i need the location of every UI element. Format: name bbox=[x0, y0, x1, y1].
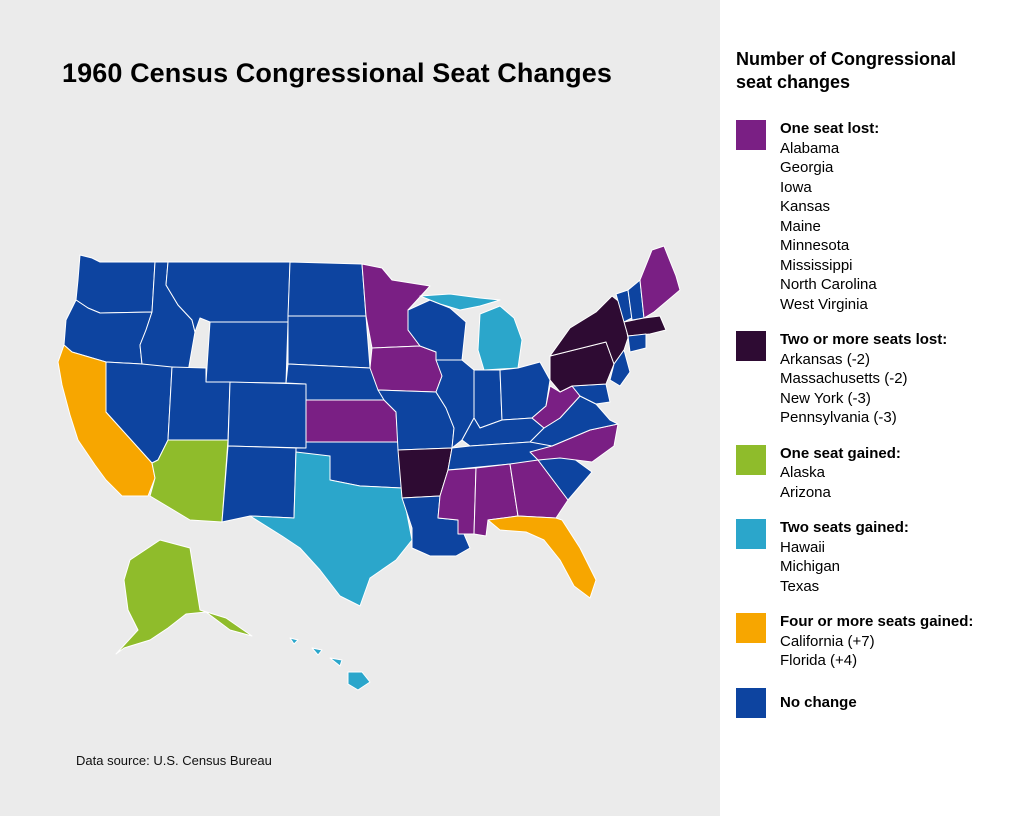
state-kansas bbox=[305, 399, 399, 443]
legend-group: Two seats gained: Hawaii Michigan Texas bbox=[736, 518, 1016, 596]
legend-group-label: Two or more seats lost: bbox=[780, 331, 948, 348]
legend-state-item: Florida (+4) bbox=[780, 652, 858, 669]
legend-swatch bbox=[736, 120, 766, 150]
state-iowa bbox=[369, 345, 443, 393]
state-colorado bbox=[227, 381, 307, 449]
legend-group: No change bbox=[736, 687, 1016, 718]
legend-title-line1: Number of Congressional bbox=[736, 49, 957, 69]
state-south-dakota bbox=[287, 315, 371, 369]
legend-state-item: Mississippi bbox=[780, 256, 853, 274]
us-map bbox=[57, 245, 681, 691]
state-hawaii-kauai bbox=[289, 637, 299, 645]
legend-group-label: One seat lost: bbox=[780, 120, 880, 137]
state-michigan bbox=[477, 305, 523, 371]
legend-groups: One seat lost: Alabama Georgia Iowa Kansas Ma… bbox=[736, 119, 1016, 718]
state-hawaii-oahu bbox=[311, 647, 323, 656]
legend-state-list: Arkansas (-2) Massachusetts (-2) New York … bbox=[780, 350, 1016, 428]
legend-swatch bbox=[736, 613, 766, 643]
state-texas bbox=[249, 451, 413, 607]
state-hawaii-maui bbox=[329, 657, 343, 667]
legend-state-item: New York (-3) bbox=[780, 389, 871, 407]
legend-state-item: California (+7) bbox=[780, 632, 875, 650]
state-washington bbox=[75, 254, 156, 314]
data-source: Data source: U.S. Census Bureau bbox=[76, 753, 272, 768]
legend-state-item: Michigan bbox=[780, 558, 841, 575]
state-hawaii-big bbox=[347, 671, 371, 691]
state-alaska bbox=[115, 539, 253, 655]
legend-title-line2: seat changes bbox=[736, 72, 851, 92]
legend-state-item: Pennsylvania (-3) bbox=[780, 409, 897, 426]
legend-state-item: Arkansas (-2) bbox=[780, 350, 871, 368]
legend-state-item: Hawaii bbox=[780, 538, 826, 556]
legend-group-label: Two seats gained: bbox=[780, 519, 909, 536]
legend-state-item: Maine bbox=[780, 217, 821, 235]
legend-state-item: Massachusetts (-2) bbox=[780, 370, 908, 387]
legend-swatch bbox=[736, 519, 766, 549]
legend: Number of Congressional seat changes One… bbox=[736, 48, 1016, 733]
state-new-jersey bbox=[609, 349, 631, 387]
state-georgia bbox=[509, 459, 569, 519]
page-title: 1960 Census Congressional Seat Changes bbox=[62, 58, 612, 88]
state-maine bbox=[639, 245, 681, 319]
legend-group-label: One seat gained: bbox=[780, 444, 901, 462]
legend-state-item: North Carolina bbox=[780, 276, 877, 293]
legend-state-item: Texas bbox=[780, 577, 820, 595]
state-florida bbox=[487, 515, 597, 599]
legend-state-list: Alaska Arizona bbox=[780, 463, 1016, 502]
legend-state-item: West Virginia bbox=[780, 295, 868, 313]
legend-state-item: Georgia bbox=[780, 159, 834, 176]
legend-state-item: Kansas bbox=[780, 198, 831, 215]
state-connecticut bbox=[627, 333, 647, 353]
state-north-dakota bbox=[287, 261, 367, 317]
legend-group: Four or more seats gained: California (+7… bbox=[736, 612, 1016, 671]
legend-group: One seat lost: Alabama Georgia Iowa Kansas Ma… bbox=[736, 119, 1016, 314]
legend-state-item: Minnesota bbox=[780, 237, 850, 254]
state-michigan-up bbox=[419, 293, 501, 311]
legend-state-list: California (+7) Florida (+4) bbox=[780, 632, 1016, 671]
legend-title: Number of Congressional seat changes bbox=[736, 48, 1016, 94]
legend-group-label: Four or more seats gained: bbox=[780, 613, 974, 630]
legend-state-list: Alabama Georgia Iowa Kansas Maine Minnesota Mi… bbox=[780, 139, 1016, 315]
legend-state-item: Arizona bbox=[780, 483, 831, 501]
legend-swatch bbox=[736, 444, 766, 475]
legend-group-label: No change bbox=[780, 693, 857, 711]
legend-state-item: Alaska bbox=[780, 464, 826, 481]
state-indiana bbox=[473, 369, 503, 429]
legend-state-item: Alabama bbox=[780, 139, 840, 157]
legend-state-item: Iowa bbox=[780, 178, 812, 196]
legend-state-list: Hawaii Michigan Texas bbox=[780, 538, 1016, 597]
legend-swatch bbox=[736, 687, 766, 718]
legend-group: Two or more seats lost: Arkansas (-2) Mass… bbox=[736, 330, 1016, 428]
legend-swatch bbox=[736, 331, 766, 361]
legend-group: One seat gained: Alaska Arizona bbox=[736, 444, 1016, 503]
state-wyoming bbox=[205, 321, 289, 384]
state-arizona bbox=[149, 439, 229, 523]
state-new-mexico bbox=[221, 445, 297, 523]
